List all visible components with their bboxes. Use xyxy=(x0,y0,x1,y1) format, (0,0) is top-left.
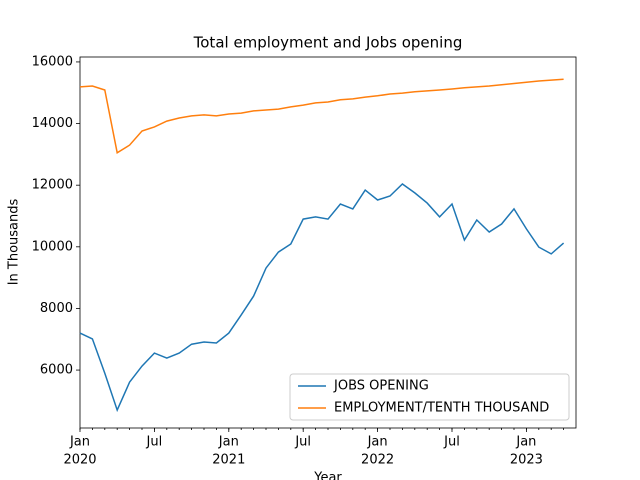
y-tick-label: 6000 xyxy=(40,363,73,378)
legend-label: EMPLOYMENT/TENTH THOUSAND xyxy=(334,401,549,416)
y-axis-label: In Thousands xyxy=(7,198,22,285)
legend: JOBS OPENING EMPLOYMENT/TENTH THOUSAND xyxy=(289,373,570,421)
x-tick-label: Jan xyxy=(367,435,388,450)
y-tick-label: 8000 xyxy=(40,301,73,316)
legend-box xyxy=(289,373,570,421)
x-tick-year: 2022 xyxy=(361,453,394,468)
y-tick-label: 12000 xyxy=(32,178,73,193)
legend-label: JOBS OPENING xyxy=(333,379,429,394)
y-tick-label: 10000 xyxy=(32,239,73,254)
y-tick-label: 16000 xyxy=(32,54,73,69)
x-tick-label: Jan xyxy=(218,435,239,450)
x-axis-label: Year xyxy=(313,471,342,480)
x-tick-label: Jul xyxy=(443,435,460,450)
y-tick-label: 14000 xyxy=(32,116,73,131)
series-line xyxy=(79,183,565,413)
x-tick-label: Jul xyxy=(146,435,163,450)
plot-frame xyxy=(79,56,577,429)
series-line xyxy=(79,78,564,155)
x-tick-year: 2020 xyxy=(63,453,96,468)
x-tick-label: Jul xyxy=(294,435,311,450)
x-tick-year: 2023 xyxy=(510,453,543,468)
chart-title: Total employment and Jobs opening xyxy=(193,34,463,52)
x-tick-label: Jan xyxy=(515,435,536,450)
x-tick-year: 2021 xyxy=(212,453,245,468)
x-tick-label: Jan xyxy=(69,435,90,450)
